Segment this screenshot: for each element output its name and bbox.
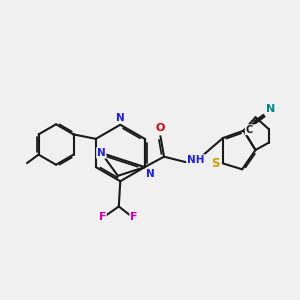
Text: N: N xyxy=(116,113,125,123)
Text: N: N xyxy=(266,104,275,114)
Text: N: N xyxy=(146,169,155,178)
Text: N: N xyxy=(97,148,106,158)
Text: F: F xyxy=(130,212,137,222)
Text: S: S xyxy=(211,157,219,170)
Text: C: C xyxy=(245,125,253,135)
Text: F: F xyxy=(99,212,106,222)
Text: NH: NH xyxy=(187,155,204,165)
Text: O: O xyxy=(156,123,165,133)
